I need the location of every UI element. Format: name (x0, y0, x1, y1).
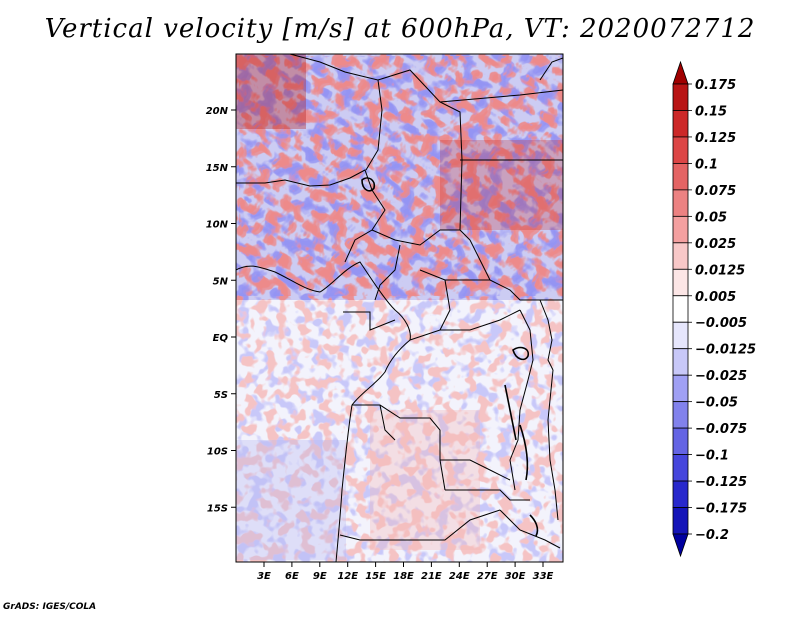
lon-tick-label: 33E (533, 571, 554, 582)
colorbar-label: −0.1 (695, 449, 729, 464)
colorbar-label: −0.125 (695, 475, 747, 490)
colorbar-label: 0.1 (695, 157, 718, 172)
colorbar-label: 0.175 (695, 78, 736, 93)
colorbar-segment (672, 533, 689, 558)
colorbar-label: 0.025 (695, 237, 736, 252)
colorbar-label: 0.15 (695, 104, 727, 119)
lon-tick-label: 12E (337, 571, 358, 582)
map-frame (235, 53, 564, 563)
colorbar-label: −0.0125 (695, 343, 756, 358)
colorbar-label: −0.05 (695, 396, 738, 411)
latitude-axis: 20N 15N 10N 5N EQ 5S 10S 15S (206, 106, 236, 514)
colorbar-segment (672, 295, 689, 323)
chart-title: Vertical velocity [m/s] at 600hPa, VT: 2… (44, 14, 756, 44)
country-borders (236, 54, 563, 562)
lat-tick-label: 20N (206, 106, 229, 117)
colorbar-label: −0.075 (695, 422, 747, 437)
lat-tick-label: 10N (206, 220, 229, 231)
lon-tick-label: 18E (393, 571, 414, 582)
colorbar-segment (672, 136, 689, 164)
lat-tick-label: 10S (207, 447, 228, 458)
lat-tick-label: EQ (213, 333, 229, 344)
colorbar-segment (672, 242, 689, 270)
colorbar-label: −0.005 (695, 316, 747, 331)
colorbar-label: 0.0125 (695, 263, 745, 278)
colorbar-segment (672, 60, 689, 85)
colorbar-label: −0.025 (695, 369, 747, 384)
colorbar-segment (672, 83, 689, 111)
colorbar-segment (672, 215, 689, 244)
lon-tick-label: 21E (421, 571, 442, 582)
colorbar-segment (672, 507, 689, 535)
map-panel (236, 54, 563, 562)
colorbar-segment (672, 427, 689, 455)
lon-tick-label: 6E (285, 571, 299, 582)
lakes (361, 177, 539, 537)
lon-tick-label: 27E (477, 571, 498, 582)
colorbar-segment (672, 480, 689, 508)
colorbar-segment (672, 110, 689, 138)
lon-tick-label: 15E (365, 571, 386, 582)
lat-tick-label: 15S (207, 503, 228, 514)
lon-tick-label: 30E (505, 571, 526, 582)
longitude-axis: 3E 6E 9E 12E 15E 18E 21E 24E 27E 30E 33E (257, 562, 554, 582)
lat-tick-label: 15N (206, 163, 229, 174)
colorbar-label: −0.175 (695, 502, 747, 517)
colorbar-segment (672, 401, 689, 429)
lon-tick-label: 9E (313, 571, 327, 582)
colorbar-label: 0.125 (695, 131, 736, 146)
colorbar-label: 0.075 (695, 184, 736, 199)
lat-tick-label: 5N (213, 276, 229, 287)
lon-tick-label: 3E (257, 571, 271, 582)
velocity-field (236, 54, 563, 562)
lon-tick-label: 24E (449, 571, 470, 582)
colorbar-segment (672, 348, 689, 376)
colorbar-label: −0.2 (695, 528, 729, 543)
colorbar-segment (672, 163, 689, 191)
colorbar-segment (672, 189, 689, 217)
colorbar-label: 0.005 (695, 290, 736, 305)
colorbar-label: 0.05 (695, 210, 727, 225)
colorbar: 0.175 0.15 0.125 0.1 0.075 0.05 0.025 0.0125 0.0… (672, 60, 756, 558)
colorbar-segment (672, 321, 689, 350)
colorbar-segment (672, 454, 689, 482)
grads-credit: GrADS: IGES/COLA (3, 602, 97, 612)
colorbar-segment (672, 268, 689, 297)
lat-tick-label: 5S (214, 390, 228, 401)
colorbar-segment (672, 374, 689, 403)
